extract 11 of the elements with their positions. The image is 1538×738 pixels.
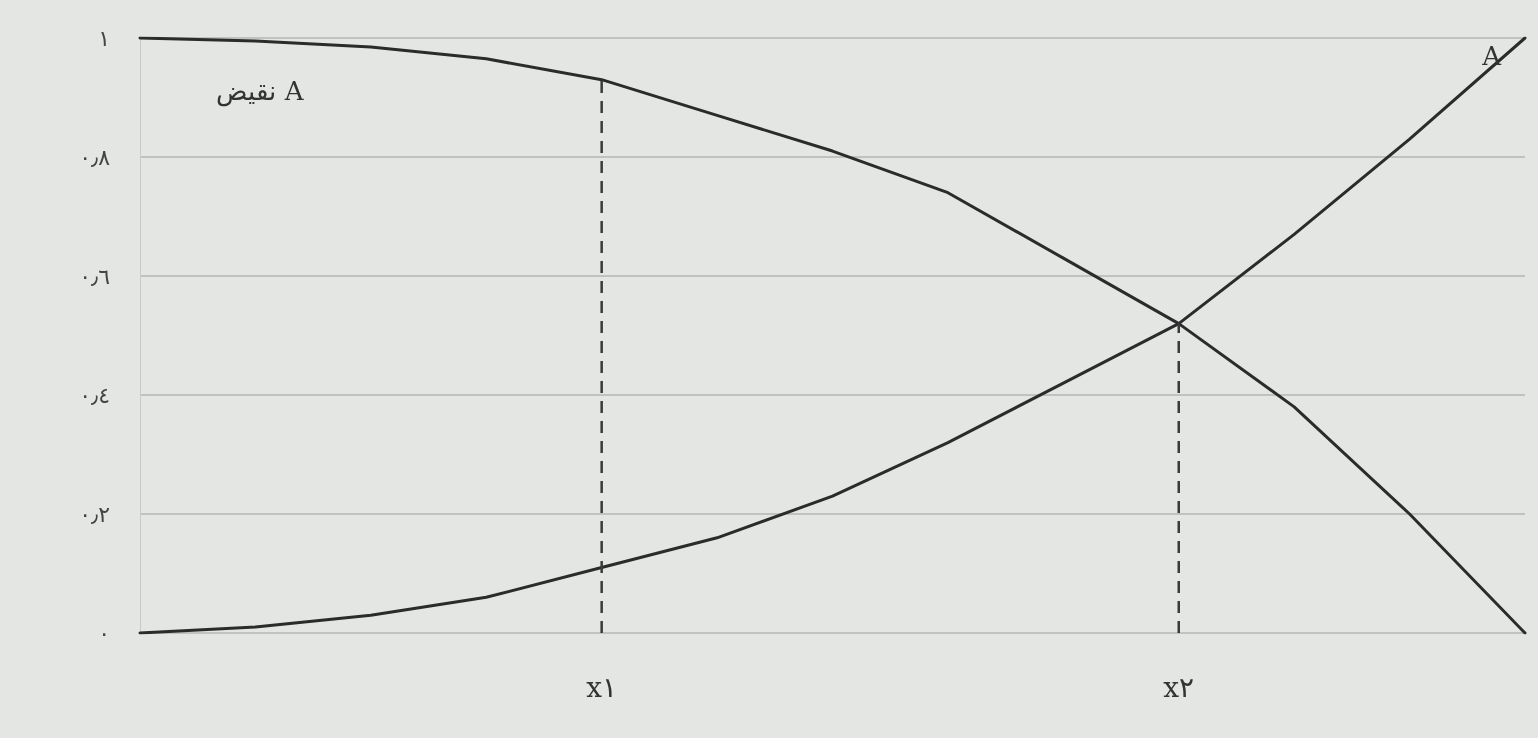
line-series [138,36,1527,635]
x-tick-label: x١ [586,670,618,704]
x-tick-label: x٢ [1163,670,1195,704]
y-tick-label: ٠٫٤ [79,382,110,408]
series-label: A [1481,41,1503,71]
y-tick-label: ٠٫٨ [79,144,111,170]
series-label: نقیض A [216,76,305,107]
y-tick-label: ١ [98,25,110,51]
y-tick-label: ٠ [98,620,110,646]
y-tick-label: ٠٫٦ [79,263,110,289]
y-tick-label: ٠٫٢ [79,501,110,527]
